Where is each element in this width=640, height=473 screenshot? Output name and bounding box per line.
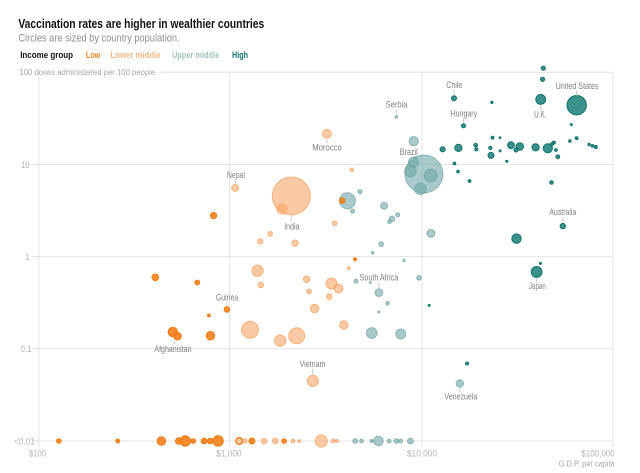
svg-text:Venezuela: Venezuela bbox=[444, 392, 477, 402]
svg-text:United States: United States bbox=[556, 81, 599, 91]
svg-text:Lower middle: Lower middle bbox=[110, 50, 160, 61]
svg-text:Brazil: Brazil bbox=[400, 147, 418, 157]
svg-text:South Africa: South Africa bbox=[360, 273, 399, 283]
svg-text:Chile: Chile bbox=[446, 80, 462, 90]
svg-text:Nepal: Nepal bbox=[227, 170, 245, 180]
svg-text:Income group: Income group bbox=[20, 50, 73, 61]
svg-text:0.1: 0.1 bbox=[21, 344, 32, 354]
svg-text:Morocco: Morocco bbox=[312, 143, 342, 153]
svg-text:U.K.: U.K. bbox=[534, 109, 547, 119]
svg-text:Vietnam: Vietnam bbox=[300, 359, 326, 369]
svg-text:1: 1 bbox=[25, 252, 30, 262]
svg-text:Hungary: Hungary bbox=[451, 108, 478, 118]
svg-text:$100: $100 bbox=[29, 448, 46, 458]
svg-text:Serbia: Serbia bbox=[386, 100, 408, 110]
svg-text:G.D.P. per capita: G.D.P. per capita bbox=[559, 459, 616, 468]
svg-text:Circles are sized by country p: Circles are sized by country population. bbox=[18, 32, 179, 44]
svg-text:100 doses administered per 100: 100 doses administered per 100 people bbox=[19, 68, 155, 77]
svg-text:<0.01: <0.01 bbox=[14, 436, 35, 446]
svg-text:Vaccination rates are higher i: Vaccination rates are higher in wealthie… bbox=[18, 16, 264, 31]
svg-text:Guinea: Guinea bbox=[216, 292, 238, 302]
svg-text:$1,000: $1,000 bbox=[216, 448, 241, 458]
svg-text:Low: Low bbox=[86, 50, 101, 61]
svg-text:$10,000: $10,000 bbox=[407, 448, 437, 458]
svg-text:Australia: Australia bbox=[549, 207, 576, 217]
svg-text:Upper middle: Upper middle bbox=[172, 50, 219, 61]
svg-text:10: 10 bbox=[21, 160, 29, 170]
svg-text:India: India bbox=[284, 222, 299, 232]
svg-text:Afghanistan: Afghanistan bbox=[154, 344, 191, 354]
svg-text:High: High bbox=[232, 50, 248, 61]
svg-text:$100,000: $100,000 bbox=[581, 448, 614, 458]
svg-text:Japan: Japan bbox=[529, 281, 546, 291]
